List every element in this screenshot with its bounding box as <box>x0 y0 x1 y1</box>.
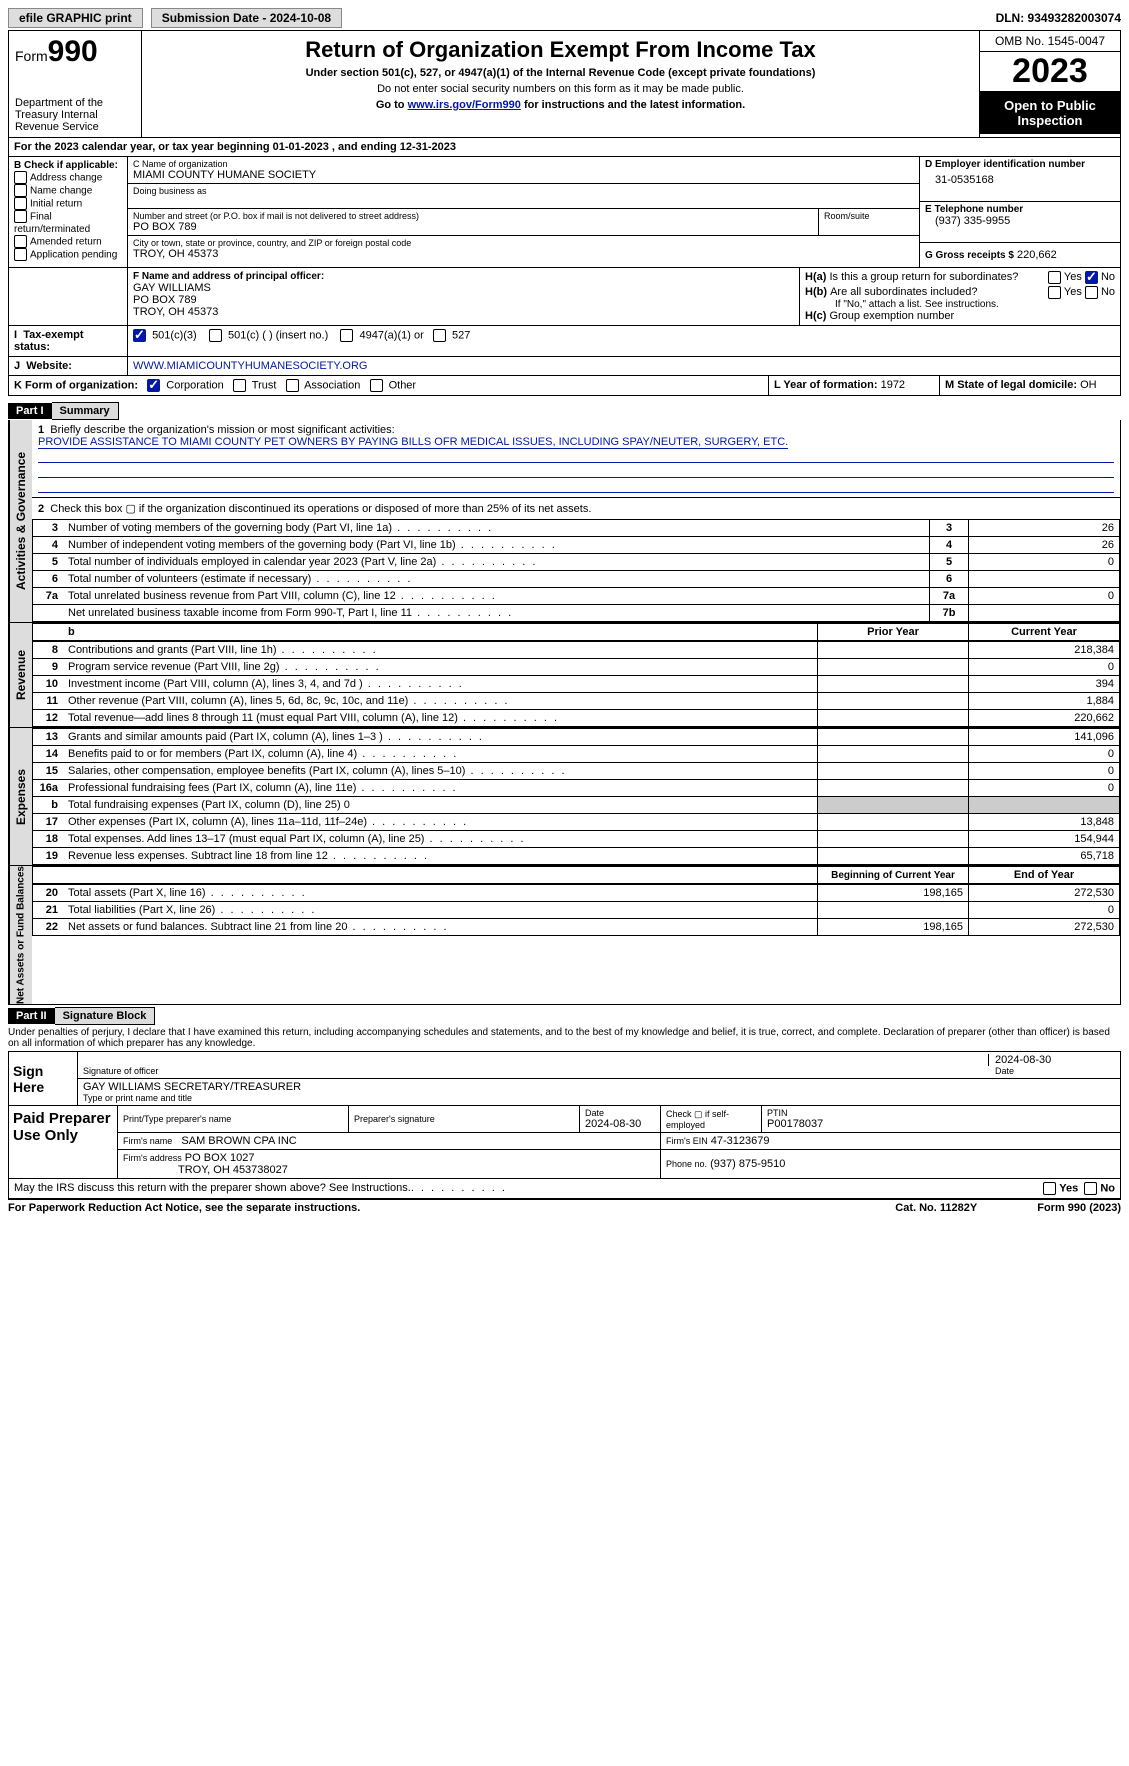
city-label: City or town, state or province, country… <box>133 238 914 248</box>
addr-label: Number and street (or P.O. box if mail i… <box>133 211 813 221</box>
org-name-label: C Name of organization <box>133 159 914 169</box>
sign-here-block: Sign Here 2024-08-30 Signature of office… <box>8 1051 1121 1106</box>
tax-year: 2023 <box>980 52 1120 92</box>
check-initial[interactable]: Initial return <box>14 197 122 210</box>
check-corp[interactable] <box>147 379 160 392</box>
dept-label: Department of the Treasury Internal Reve… <box>15 97 135 133</box>
form-number: Form990 <box>15 35 135 69</box>
hc-text: Group exemption number <box>829 310 954 322</box>
check-501c3[interactable] <box>133 329 146 342</box>
check-527[interactable] <box>433 329 446 342</box>
check-501c[interactable] <box>209 329 222 342</box>
paid-preparer-block: Paid Preparer Use Only Print/Type prepar… <box>8 1106 1121 1179</box>
gross: 220,662 <box>1017 249 1057 261</box>
section-fhijk: F Name and address of principal officer:… <box>8 268 1121 326</box>
dba-label: Doing business as <box>133 186 914 196</box>
officer-3: TROY, OH 45373 <box>133 306 794 318</box>
revenue-section: Revenue bPrior YearCurrent Year 8Contrib… <box>8 623 1121 728</box>
check-trust[interactable] <box>233 379 246 392</box>
page-footer: For Paperwork Reduction Act Notice, see … <box>8 1199 1121 1214</box>
check-amended[interactable]: Amended return <box>14 235 122 248</box>
check-address[interactable]: Address change <box>14 171 122 184</box>
ein: 31-0535168 <box>935 174 1115 186</box>
ha-no[interactable] <box>1085 271 1098 284</box>
room-label: Room/suite <box>824 211 914 221</box>
check-other[interactable] <box>370 379 383 392</box>
officer-2: PO BOX 789 <box>133 294 794 306</box>
officer-label: F Name and address of principal officer: <box>133 271 794 282</box>
line-a: For the 2023 calendar year, or tax year … <box>8 138 1121 157</box>
submission-date: Submission Date - 2024-10-08 <box>151 8 342 28</box>
ha-text: Is this a group return for subordinates? <box>829 271 1047 284</box>
declaration: Under penalties of perjury, I declare th… <box>8 1025 1121 1051</box>
check-4947[interactable] <box>340 329 353 342</box>
check-name[interactable]: Name change <box>14 184 122 197</box>
phone-label: E Telephone number <box>925 204 1115 215</box>
city: TROY, OH 45373 <box>133 248 914 260</box>
part1-header: Part ISummary <box>8 402 1121 420</box>
governance-section: Activities & Governance 1 Briefly descri… <box>8 420 1121 623</box>
check-pending[interactable]: Application pending <box>14 248 122 261</box>
h-note: If "No," attach a list. See instructions… <box>835 299 1115 310</box>
year-formation: 1972 <box>881 379 905 391</box>
form-title: Return of Organization Exempt From Incom… <box>152 37 969 63</box>
part2-header: Part IISignature Block <box>8 1007 1121 1025</box>
box-b-title: B Check if applicable: <box>14 160 122 171</box>
section-bcdefg: B Check if applicable: Address change Na… <box>8 157 1121 268</box>
discuss-no[interactable] <box>1084 1182 1097 1195</box>
omb-number: OMB No. 1545-0047 <box>980 31 1120 52</box>
top-bar: efile GRAPHIC print Submission Date - 20… <box>8 8 1121 28</box>
subtitle-1: Under section 501(c), 527, or 4947(a)(1)… <box>152 67 969 79</box>
efile-print-button[interactable]: efile GRAPHIC print <box>8 8 143 28</box>
open-inspection: Open to Public Inspection <box>980 92 1120 134</box>
dln: DLN: 93493282003074 <box>996 11 1121 25</box>
website[interactable]: WWW.MIAMICOUNTYHUMANESOCIETY.ORG <box>128 357 1120 375</box>
irs-link[interactable]: www.irs.gov/Form990 <box>408 99 521 111</box>
ein-label: D Employer identification number <box>925 159 1115 170</box>
gross-label: G Gross receipts $ <box>925 250 1014 261</box>
officer-1: GAY WILLIAMS <box>133 282 794 294</box>
discuss-row: May the IRS discuss this return with the… <box>8 1179 1121 1199</box>
netassets-section: Net Assets or Fund Balances Beginning of… <box>8 866 1121 1005</box>
expenses-section: Expenses 13Grants and similar amounts pa… <box>8 728 1121 866</box>
discuss-yes[interactable] <box>1043 1182 1056 1195</box>
addr: PO BOX 789 <box>133 221 813 233</box>
org-name: MIAMI COUNTY HUMANE SOCIETY <box>133 169 914 181</box>
check-assoc[interactable] <box>286 379 299 392</box>
mission: PROVIDE ASSISTANCE TO MIAMI COUNTY PET O… <box>38 436 788 449</box>
check-final[interactable]: Final return/terminated <box>14 210 122 235</box>
form-header: Form990 Department of the Treasury Inter… <box>8 30 1121 138</box>
hb-text: Are all subordinates included? <box>830 286 1048 299</box>
subtitle-3: Go to www.irs.gov/Form990 for instructio… <box>152 99 969 111</box>
subtitle-2: Do not enter social security numbers on … <box>152 83 969 95</box>
domicile: OH <box>1080 379 1097 391</box>
phone: (937) 335-9955 <box>935 215 1115 227</box>
